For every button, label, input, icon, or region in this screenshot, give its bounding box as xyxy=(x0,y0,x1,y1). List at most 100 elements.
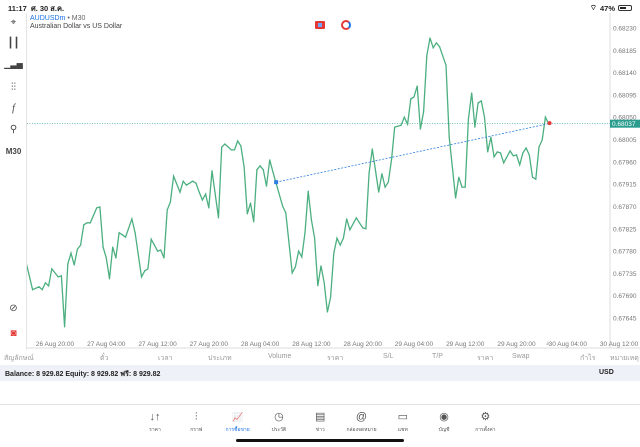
price-point xyxy=(38,286,40,288)
price-point xyxy=(480,100,482,102)
tab-quotes[interactable]: ↓↑ ราคา xyxy=(135,410,175,434)
price-point xyxy=(483,116,486,118)
zoom-chart-icon[interactable]: ⊘ xyxy=(9,303,18,314)
price-point xyxy=(445,64,447,66)
crosshair-icon[interactable]: ⌖ xyxy=(10,17,17,28)
function-icon[interactable]: f xyxy=(12,103,15,114)
price-point xyxy=(147,268,149,270)
price-point xyxy=(326,311,329,313)
status-bar: 11:17 ศ. 30 ส.ค. ⌔ 47% xyxy=(0,0,640,13)
price-point xyxy=(381,173,383,175)
price-point xyxy=(301,256,303,258)
price-point xyxy=(541,139,543,141)
settings-icon: ⚙ xyxy=(480,411,491,423)
y-tick-label: 0.67870 xyxy=(613,204,637,211)
tab-label: การซื้อขาย xyxy=(225,427,250,433)
x-tick-label: 26 Aug 20:00 xyxy=(36,341,75,348)
price-point xyxy=(150,238,152,240)
trendline xyxy=(276,123,549,183)
price-point xyxy=(185,184,188,186)
price-point xyxy=(355,217,357,219)
price-point xyxy=(121,234,123,236)
home-indicator[interactable] xyxy=(236,439,404,442)
price-point xyxy=(342,237,345,239)
symbol-description: Australian Dollar vs US Dollar xyxy=(30,23,123,30)
tab-settings[interactable]: ⚙ การตั้งค่า xyxy=(465,410,505,434)
price-point xyxy=(394,126,396,128)
column-header: เวลา xyxy=(158,355,173,362)
column-header: กำไร xyxy=(580,355,596,362)
news-icon: ▤ xyxy=(314,411,326,423)
price-point xyxy=(333,252,335,254)
price-point xyxy=(310,219,312,221)
price-point xyxy=(330,296,332,298)
price-point xyxy=(246,213,248,215)
tab-account[interactable]: ◉ บัญชี xyxy=(424,410,464,434)
y-tick-label: 0.68140 xyxy=(613,70,637,77)
price-point xyxy=(269,159,271,161)
price-point xyxy=(99,206,101,208)
price-point xyxy=(80,244,82,246)
trade-levels-icon[interactable] xyxy=(341,20,351,30)
y-tick-label: 0.68230 xyxy=(613,26,637,33)
tab-news[interactable]: ▤ ข่าว xyxy=(300,410,340,434)
x-tick-label: 27 Aug 04:00 xyxy=(87,341,126,348)
price-point xyxy=(237,140,239,142)
balance-currency: USD xyxy=(599,369,614,376)
one-click-trading-icon[interactable] xyxy=(315,21,325,29)
price-point xyxy=(467,118,470,120)
indicators-icon[interactable]: ⫶⫶ xyxy=(11,82,16,93)
price-point xyxy=(528,154,530,156)
price-point xyxy=(474,126,476,128)
tab-label: กราฟ xyxy=(190,427,203,433)
x-tick-label: 29 Aug 04:00 xyxy=(395,341,434,348)
price-point xyxy=(291,272,293,274)
price-point xyxy=(349,229,351,231)
price-point xyxy=(76,248,79,250)
objects-icon[interactable]: ⚲ xyxy=(9,124,18,135)
price-point xyxy=(509,150,511,152)
price-point xyxy=(413,96,415,98)
column-header: S/L xyxy=(383,353,394,360)
price-point xyxy=(281,205,284,207)
price-point xyxy=(387,181,389,183)
price-point xyxy=(432,47,434,49)
price-point xyxy=(217,217,220,219)
symbol-separator: • xyxy=(67,15,70,22)
price-chart[interactable]: 0.682300.681850.681400.680950.680500.680… xyxy=(27,13,640,350)
tab-label: กล่องจดหมาย xyxy=(346,427,377,433)
timeframe-button[interactable]: M30 xyxy=(5,147,22,156)
price-point xyxy=(487,151,489,153)
tab-history[interactable]: ◷ ประวัติ xyxy=(259,410,299,434)
tab-label: ราคา xyxy=(149,427,161,433)
price-point xyxy=(169,201,171,203)
price-point xyxy=(64,326,66,328)
price-point xyxy=(83,224,85,226)
price-point xyxy=(105,257,107,259)
y-tick-label: 0.67690 xyxy=(613,293,637,300)
price-point xyxy=(156,250,159,252)
price-point xyxy=(439,46,441,48)
tab-trade[interactable]: 📈 การซื้อขาย xyxy=(218,410,258,434)
tab-mailbox[interactable]: @ กล่องจดหมาย xyxy=(342,410,382,434)
status-clock: 11:17 xyxy=(8,4,27,13)
price-point xyxy=(531,176,534,178)
price-point xyxy=(86,222,88,224)
price-point xyxy=(166,209,168,211)
candles-icon[interactable]: ┃┃ xyxy=(7,38,20,49)
price-point xyxy=(115,257,117,259)
y-tick-label: 0.68095 xyxy=(613,92,637,99)
app-logo-icon[interactable]: ◙ xyxy=(10,328,17,339)
tab-chat[interactable]: ▭ แชท xyxy=(383,410,423,434)
bars-icon[interactable]: ▁▃▅ xyxy=(4,60,23,69)
tab-chart[interactable]: ⫶ กราฟ xyxy=(176,410,216,434)
price-point xyxy=(163,257,165,259)
price-point xyxy=(112,246,114,248)
price-point xyxy=(192,180,194,182)
y-tick-label: 0.67825 xyxy=(613,226,637,233)
price-point xyxy=(455,197,457,199)
trendline-start-handle[interactable] xyxy=(274,180,279,185)
price-point xyxy=(406,123,409,125)
price-point xyxy=(458,176,460,178)
price-point xyxy=(198,191,200,193)
